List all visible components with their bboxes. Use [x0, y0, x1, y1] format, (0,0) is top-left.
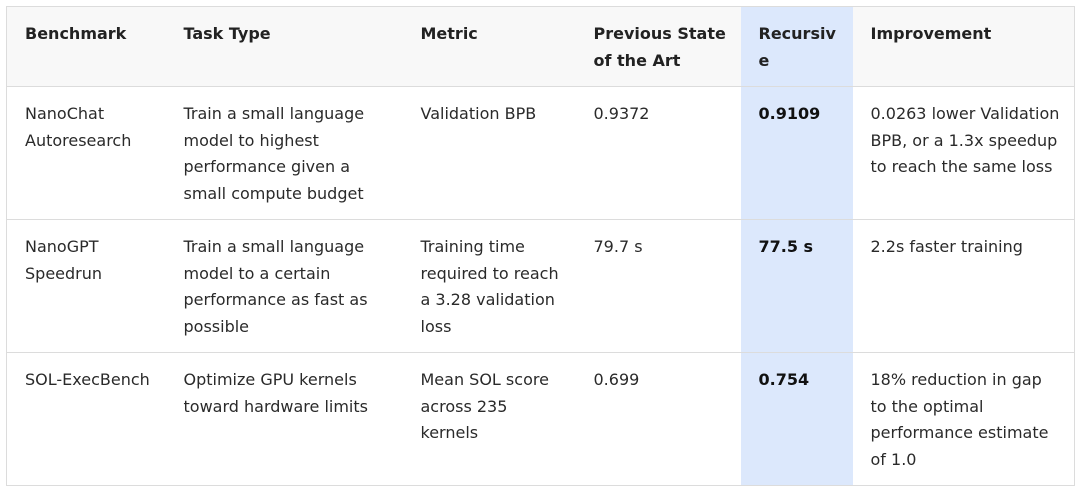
- header-cell: Benchmark: [6, 6, 166, 87]
- table-cell: Training time required to reach a 3.28 v…: [402, 219, 576, 353]
- table-cell: 79.7 s: [575, 219, 741, 353]
- table-row: NanoGPT Speedrun Train a small language m…: [6, 219, 1075, 353]
- table-cell: 0.9372: [593, 104, 650, 123]
- table-row: SOL-ExecBench Optimize GPU kernels toward…: [6, 352, 1075, 486]
- table-row: NanoChat Autoresearch Train a small langu…: [7, 86, 1075, 220]
- table-cell: 0.699: [575, 352, 741, 486]
- header-cell: Previous State of the Art: [575, 6, 741, 87]
- table-cell: SOL-ExecBench: [6, 352, 166, 486]
- table-cell: Train a small language model to highest …: [183, 104, 365, 203]
- table-cell: Mean SOL score across 235 kernels: [402, 352, 576, 486]
- table-body: NanoChat Autoresearch Train a small langu…: [6, 86, 1075, 486]
- table-cell: 2.2s faster training: [852, 219, 1075, 353]
- table-cell: 18% reduction in gap to the optimal perf…: [852, 352, 1075, 486]
- header-cell: Improvement: [852, 6, 1075, 87]
- table-cell: 0.754: [740, 352, 853, 486]
- table-cell: Optimize GPU kernels toward hardware lim…: [165, 352, 403, 486]
- table-cell: 77.5 s: [740, 219, 853, 353]
- results-table: Benchmark Task Type Metric Previous State o…: [6, 6, 1075, 486]
- table-container: Benchmark Task Type Metric Previous State o…: [6, 6, 1075, 486]
- header-row: Benchmark Task Type Metric Previous State o…: [6, 6, 1075, 87]
- table-cell: NanoChat Autoresearch: [25, 104, 132, 150]
- table-cell: 0.0263 lower Validation BPB, or a 1.3x s…: [870, 104, 1060, 176]
- table-cell: NanoGPT Speedrun: [6, 219, 166, 353]
- table-cell: Train a small language model to a certai…: [165, 219, 403, 353]
- table-cell: 0.9109: [740, 86, 853, 220]
- header-cell: Recursive: [740, 6, 853, 87]
- header-cell: Task Type: [165, 6, 403, 87]
- table-cell: Validation BPB: [420, 104, 537, 123]
- header-cell: Metric: [402, 6, 576, 87]
